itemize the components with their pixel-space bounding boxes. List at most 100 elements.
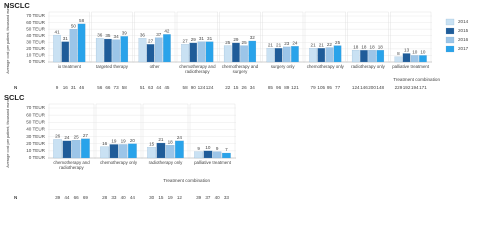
- bar: [194, 151, 203, 159]
- value-label: 36: [140, 33, 146, 38]
- n-value: 124: [352, 85, 360, 90]
- bar: [53, 34, 61, 63]
- value-label: 22: [327, 42, 333, 47]
- n-value: 66: [105, 85, 111, 90]
- y-axis-label: Average cost per patient, thousand euros: [6, 4, 10, 73]
- value-label: 21: [268, 42, 274, 47]
- value-label: 8: [397, 51, 400, 56]
- value-label: 10: [420, 50, 426, 55]
- bar: [282, 46, 291, 63]
- value-label: 18: [353, 44, 359, 49]
- bar: [163, 34, 171, 63]
- x-tick-label: palliative treatment: [194, 159, 231, 165]
- category-label-box: radiotherapy only: [351, 64, 385, 69]
- value-label: 24: [64, 135, 70, 140]
- bar: [410, 55, 419, 63]
- value-label: 24: [292, 40, 298, 45]
- bar: [95, 38, 104, 63]
- value-label: 18: [168, 139, 174, 144]
- bar: [100, 146, 109, 159]
- n-value: 9: [56, 85, 59, 90]
- n-value: 124: [198, 85, 206, 90]
- y-tick-label: 70 TEUR: [26, 13, 45, 18]
- n-value: 31: [71, 85, 77, 90]
- n-value: 22: [225, 85, 231, 90]
- bar: [376, 50, 385, 63]
- category-label-box: surgery only: [271, 64, 295, 69]
- category-frame: [48, 103, 95, 159]
- value-label: 18: [370, 44, 376, 49]
- value-label: 41: [55, 29, 61, 34]
- n-value: 105: [317, 85, 325, 90]
- n-value: 15: [233, 85, 239, 90]
- n-value: 146: [360, 85, 368, 90]
- n-value: 63: [148, 85, 154, 90]
- value-label: 9: [197, 146, 200, 151]
- legend-swatch: [445, 45, 455, 53]
- value-label: 29: [233, 37, 239, 42]
- y-tick-label: 0 TEUR: [29, 59, 46, 64]
- category-frame: [189, 103, 236, 159]
- n-value: 40: [121, 195, 127, 200]
- legend-swatch: [445, 27, 455, 35]
- value-label: 9: [216, 146, 219, 151]
- n-value: 229: [395, 85, 403, 90]
- value-label: 25: [242, 40, 248, 45]
- bar: [128, 143, 137, 159]
- n-label: N: [14, 85, 18, 90]
- n-value: 39: [196, 195, 202, 200]
- x-tick-label: other: [149, 63, 160, 69]
- value-label: 16: [102, 141, 108, 146]
- n-value: 90: [191, 85, 197, 90]
- n-label: N: [14, 195, 18, 200]
- x-tick-label: chemotherapy and radiotherapy: [53, 159, 90, 170]
- bar: [325, 47, 334, 63]
- bar: [147, 147, 156, 159]
- n-value: 148: [376, 85, 384, 90]
- value-label: 10: [205, 145, 211, 150]
- value-label: 19: [111, 139, 117, 144]
- chart-title: NSCLC: [4, 1, 30, 10]
- x-axis-label: Treatment combination: [163, 178, 210, 183]
- bar: [181, 44, 189, 63]
- category-frame: [142, 103, 189, 159]
- category-frame: [95, 103, 142, 159]
- value-label: 39: [122, 31, 128, 36]
- value-label: 25: [335, 40, 341, 45]
- value-label: 58: [79, 18, 85, 23]
- value-label: 31: [199, 36, 205, 41]
- legend-label: 2017: [458, 46, 469, 51]
- value-label: 18: [378, 44, 384, 49]
- n-value: 28: [102, 195, 108, 200]
- y-tick-label: 20 TEUR: [26, 141, 45, 146]
- legend-swatch: [445, 18, 455, 26]
- x-tick-label: palliative treatment: [392, 63, 430, 69]
- value-label: 19: [121, 139, 127, 144]
- x-tick-label: targeted therapy: [95, 63, 128, 69]
- legend-label: 2014: [458, 19, 469, 24]
- category-label-box: radiotherapy only: [149, 160, 183, 165]
- value-label: 21: [158, 137, 164, 142]
- category-frame: [262, 11, 304, 63]
- bar: [212, 151, 222, 159]
- value-label: 37: [156, 32, 162, 37]
- n-value: 56: [97, 85, 103, 90]
- y-tick-label: 40 TEUR: [26, 33, 45, 38]
- legend-label: 2015: [458, 28, 469, 33]
- x-tick-label: chemotherapy only: [306, 63, 344, 69]
- n-value: 15: [158, 195, 164, 200]
- category-frame: [91, 11, 133, 63]
- n-value: 30: [149, 195, 155, 200]
- n-value: 26: [242, 85, 248, 90]
- y-tick-label: 30 TEUR: [26, 134, 45, 139]
- category-label-box: chemotherapy and radiotherapy: [53, 159, 90, 170]
- n-value: 77: [335, 85, 341, 90]
- bar: [146, 44, 155, 63]
- n-value: 58: [183, 85, 189, 90]
- n-value: 124: [206, 85, 214, 90]
- value-label: 31: [63, 36, 69, 41]
- n-value: 40: [215, 195, 221, 200]
- bar: [156, 142, 166, 159]
- bar: [62, 140, 72, 159]
- n-value: 44: [156, 85, 162, 90]
